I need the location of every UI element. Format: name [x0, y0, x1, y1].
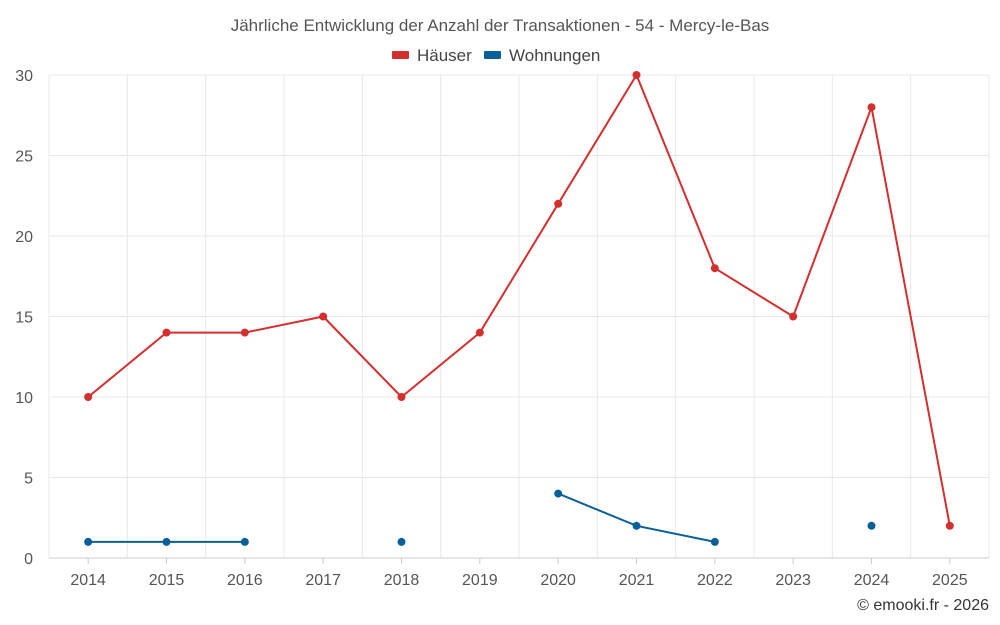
- data-point-wohnungen[interactable]: [84, 537, 93, 546]
- chart-title: Jährliche Entwicklung der Anzahl der Tra…: [231, 16, 770, 35]
- data-point-haeuser[interactable]: [867, 103, 876, 112]
- y-tick-label: 25: [15, 149, 33, 166]
- data-point-haeuser[interactable]: [710, 264, 719, 273]
- credit-text: © emooki.fr - 2026: [857, 597, 989, 614]
- data-point-wohnungen[interactable]: [632, 521, 641, 530]
- data-point-haeuser[interactable]: [319, 312, 328, 321]
- x-tick-label: 2022: [697, 572, 733, 589]
- data-point-haeuser[interactable]: [240, 328, 249, 337]
- gridlines: [48, 74, 990, 558]
- y-tick-label: 10: [15, 390, 33, 407]
- data-point-haeuser[interactable]: [632, 71, 641, 79]
- legend-label-wohnungen: Wohnungen: [509, 46, 600, 65]
- x-tick-label: 2019: [462, 572, 498, 589]
- x-tick-label: 2015: [149, 572, 185, 589]
- x-tick-label: 2014: [70, 572, 106, 589]
- legend-item-wohnungen[interactable]: Wohnungen: [484, 46, 600, 65]
- x-tick-label: 2024: [854, 572, 890, 589]
- y-tick-label: 5: [24, 471, 33, 488]
- data-point-wohnungen[interactable]: [867, 521, 876, 530]
- y-tick-label: 20: [15, 229, 33, 246]
- data-point-wohnungen[interactable]: [162, 537, 171, 546]
- legend-swatch-wohnungen: [484, 51, 501, 59]
- data-point-wohnungen[interactable]: [710, 537, 719, 546]
- data-point-haeuser[interactable]: [475, 328, 484, 337]
- x-tick-label: 2018: [384, 572, 420, 589]
- data-point-haeuser[interactable]: [84, 393, 93, 401]
- series-line-wohnungen: [557, 492, 716, 543]
- x-tick-label: 2023: [775, 572, 811, 589]
- x-tick-label: 2025: [932, 572, 968, 589]
- legend-swatch-haeuser: [392, 51, 409, 59]
- data-point-wohnungen[interactable]: [240, 537, 249, 546]
- data-point-haeuser[interactable]: [397, 393, 406, 401]
- y-tick-label: 15: [15, 310, 33, 327]
- data-point-wohnungen[interactable]: [397, 537, 406, 546]
- x-tick-label: 2020: [540, 572, 576, 589]
- legend-label-haeuser: Häuser: [417, 46, 472, 65]
- legend-item-haeuser[interactable]: Häuser: [392, 46, 472, 65]
- series-line-haeuser: [87, 74, 951, 526]
- data-point-haeuser[interactable]: [554, 199, 563, 208]
- data-point-haeuser[interactable]: [789, 312, 798, 321]
- data-point-wohnungen[interactable]: [554, 489, 563, 498]
- data-point-haeuser[interactable]: [162, 328, 171, 337]
- x-tick-label: 2021: [619, 572, 655, 589]
- data-point-haeuser[interactable]: [945, 521, 954, 530]
- legend: Häuser Wohnungen: [392, 46, 600, 65]
- x-tick-label: 2017: [305, 572, 341, 589]
- y-tick-label: 30: [15, 68, 33, 85]
- y-tick-label: 0: [24, 551, 33, 568]
- x-tick-label: 2016: [227, 572, 263, 589]
- series: [84, 71, 954, 546]
